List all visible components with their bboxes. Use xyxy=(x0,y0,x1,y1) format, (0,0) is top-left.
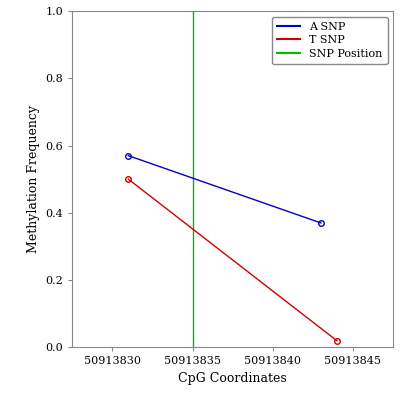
Legend: A SNP, T SNP, SNP Position: A SNP, T SNP, SNP Position xyxy=(272,16,388,64)
X-axis label: CpG Coordinates: CpG Coordinates xyxy=(178,372,287,385)
Y-axis label: Methylation Frequency: Methylation Frequency xyxy=(27,105,40,253)
